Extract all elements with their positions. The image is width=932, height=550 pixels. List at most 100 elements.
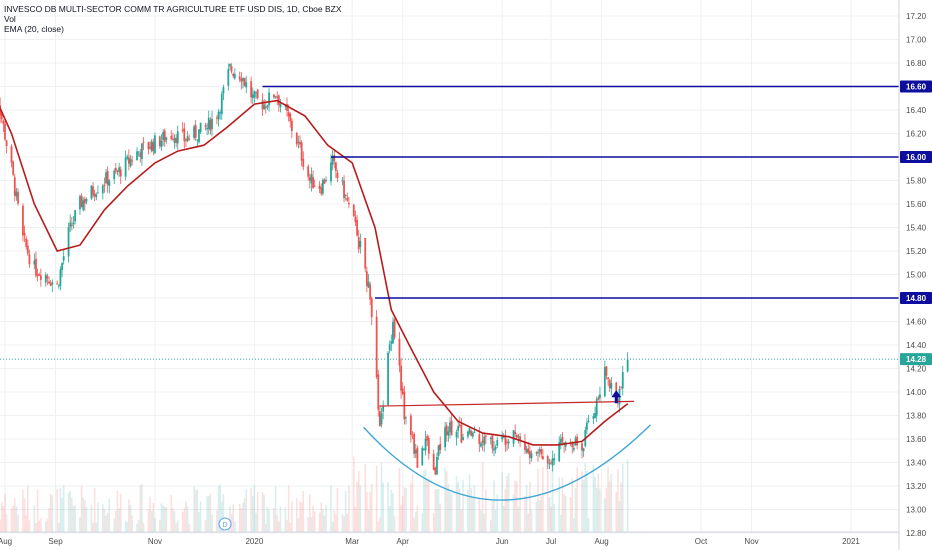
volume-bar — [496, 494, 499, 532]
candle-body — [411, 435, 414, 437]
time-axis: Aug Sep Nov 2020 Mar Apr Jun Jul Aug Oct Nov 2021 — [0, 537, 860, 546]
candle-body — [274, 96, 277, 98]
volume-bar — [243, 498, 246, 532]
candle-body — [323, 179, 326, 184]
candle-body — [279, 103, 282, 108]
volume-bar — [393, 515, 396, 532]
volume-bar — [300, 502, 303, 532]
candle-body — [414, 449, 417, 454]
candle-body — [432, 453, 435, 470]
volume-bar — [253, 484, 256, 532]
candle-body — [561, 437, 564, 442]
volume-bar — [318, 512, 321, 532]
volume-bar — [309, 494, 311, 532]
volume-bar — [400, 504, 402, 532]
volume-bar — [206, 496, 208, 532]
candle-body — [284, 105, 287, 107]
volume-bar — [199, 501, 202, 532]
chart-title: INVESCO DB MULTI-SECTOR COMM TR AGRICULT… — [4, 4, 342, 14]
candle-body — [594, 413, 596, 418]
candle-body — [85, 199, 88, 202]
candle-body — [434, 467, 437, 475]
candle-body — [592, 416, 595, 419]
candle-body — [437, 445, 440, 456]
volume-bar — [501, 472, 503, 532]
volume-bar — [457, 482, 459, 532]
volume-bar — [115, 510, 117, 532]
volume-bar — [217, 486, 220, 532]
volume-bar — [535, 501, 538, 532]
candle-body — [483, 436, 486, 446]
candle-body — [193, 126, 195, 139]
candle-body — [597, 397, 600, 400]
volume-bar — [561, 477, 564, 532]
candle-body — [268, 92, 270, 106]
candle-body — [471, 432, 474, 437]
candle-body — [136, 151, 138, 161]
candle-body — [142, 141, 145, 143]
volume-bar — [79, 517, 81, 532]
candle-body — [334, 162, 337, 171]
volume-bar — [344, 490, 347, 532]
volume-bar — [35, 523, 37, 532]
volume-bar — [234, 521, 236, 532]
volume-bar — [582, 479, 585, 532]
candle-body — [124, 157, 127, 177]
candle-body — [527, 448, 530, 454]
volume-bar — [242, 502, 244, 532]
volume-bar — [57, 522, 60, 532]
candle-body — [447, 431, 450, 436]
level-tag-label: 14.80 — [906, 294, 927, 303]
candle-body — [480, 443, 482, 447]
candle-body — [393, 319, 396, 338]
volume-bar — [413, 517, 415, 532]
volume-bar — [291, 501, 293, 532]
volume-bar — [548, 497, 551, 532]
candle-body — [582, 448, 585, 452]
volume-bar — [449, 492, 451, 532]
volume-bar — [354, 506, 357, 532]
candle-body — [238, 76, 241, 80]
candlesticks — [0, 63, 629, 476]
candle-body — [17, 191, 19, 204]
candle-body — [28, 254, 31, 265]
volume-bar — [220, 501, 223, 532]
volume-bar — [22, 489, 24, 532]
volume-bar — [222, 493, 225, 532]
volume-bar — [447, 484, 450, 532]
volume-bar — [176, 520, 179, 532]
volume-bar — [92, 522, 94, 532]
candle-body — [423, 448, 425, 450]
candle-body — [61, 263, 63, 270]
volume-bar — [5, 514, 8, 532]
candle-body — [137, 151, 140, 153]
volume-bar — [366, 492, 368, 532]
candle-body — [365, 271, 368, 286]
candle-body — [427, 437, 430, 454]
volume-bar — [4, 493, 6, 532]
y-tick-label: 13.20 — [906, 482, 927, 491]
candle-body — [165, 137, 168, 140]
candle-body — [150, 141, 153, 152]
candle-body — [392, 322, 394, 344]
volume-bar — [434, 488, 437, 532]
candle-body — [491, 435, 494, 449]
candle-body — [183, 128, 186, 142]
volume-bar — [460, 509, 463, 532]
y-tick-label: 16.20 — [906, 130, 927, 139]
volume-bar — [322, 509, 324, 532]
candle-body — [119, 169, 122, 177]
volume-bar — [278, 521, 280, 532]
candle-body — [211, 118, 213, 129]
volume-bar — [483, 513, 486, 532]
y-tick-label: 15.60 — [906, 200, 927, 209]
candle-body — [621, 372, 624, 389]
volume-bar — [325, 504, 327, 532]
candle-body — [478, 434, 481, 444]
candle-body — [46, 276, 49, 279]
candle-body — [217, 111, 220, 120]
candle-body — [299, 141, 301, 145]
candle-body — [242, 78, 244, 81]
candle-body — [413, 433, 416, 454]
